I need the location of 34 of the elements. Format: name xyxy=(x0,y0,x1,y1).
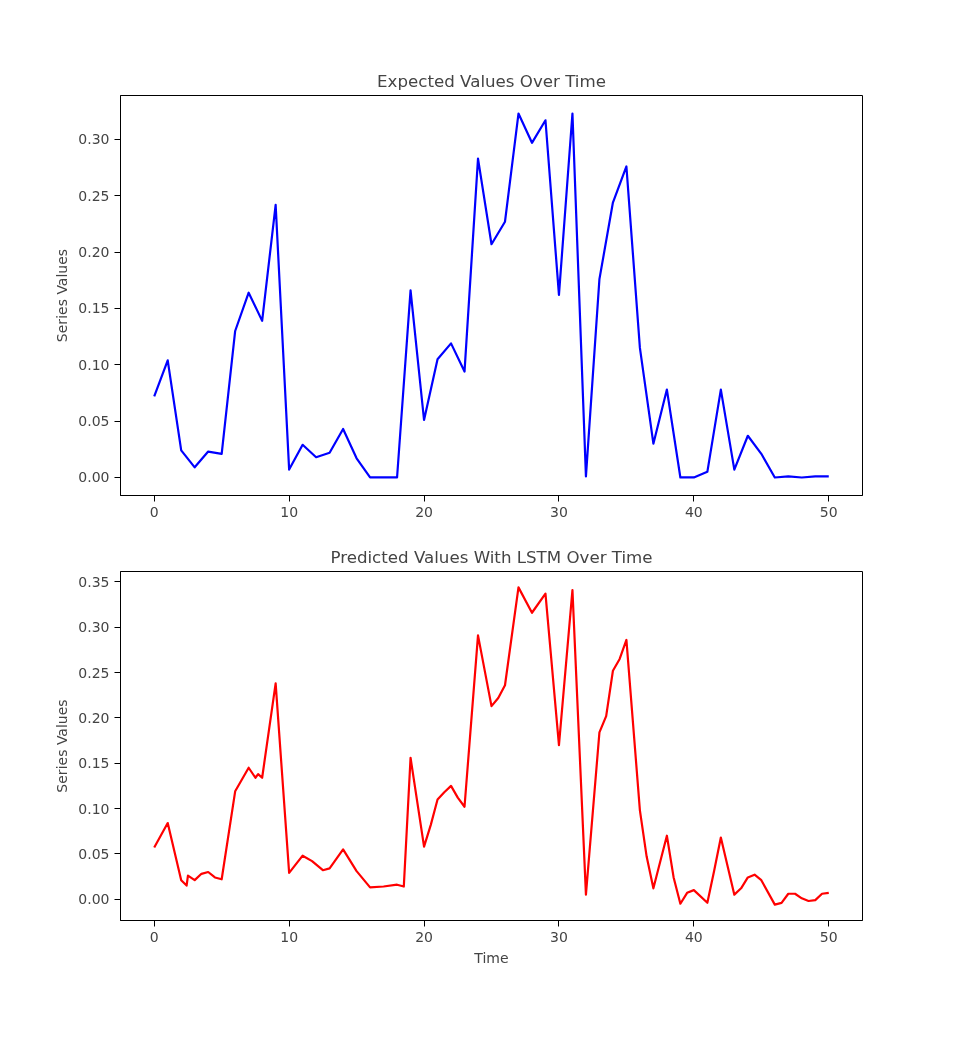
line-series xyxy=(153,112,830,479)
x-tick-label: 30 xyxy=(550,503,568,520)
x-tick-label: 40 xyxy=(684,503,703,520)
x-tick-label: 50 xyxy=(819,928,838,945)
x-tick-label: 0 xyxy=(149,928,159,945)
y-tick-label: 0.30 xyxy=(78,131,110,148)
y-tick-label: 0.05 xyxy=(78,413,110,430)
x-tick-label: 0 xyxy=(149,503,159,520)
x-tick-label: 10 xyxy=(280,928,299,945)
x-tick-label: 30 xyxy=(550,928,568,945)
y-tick-label: 0.25 xyxy=(78,664,110,681)
y-tick-label: 0.00 xyxy=(78,469,110,486)
chart-title: Expected Values Over Time xyxy=(377,71,606,91)
line-series xyxy=(153,586,830,906)
x-tick-label: 10 xyxy=(280,503,299,520)
y-tick-label: 0.10 xyxy=(78,800,110,817)
y-axis-title: Series Values xyxy=(54,248,71,343)
x-tick-label: 20 xyxy=(415,503,433,520)
y-tick-label: 0.20 xyxy=(78,244,110,261)
y-tick-label: 0.20 xyxy=(78,709,110,726)
y-tick-label: 0.15 xyxy=(78,300,110,317)
y-tick-label: 0.05 xyxy=(78,845,110,862)
y-tick-label: 0.10 xyxy=(78,356,110,373)
y-tick-label: 0.25 xyxy=(78,187,110,204)
x-tick-label: 20 xyxy=(415,928,433,945)
chart-title: Predicted Values With LSTM Over Time xyxy=(330,547,653,567)
x-tick-label: 50 xyxy=(819,503,838,520)
x-axis-title: Time xyxy=(473,949,509,966)
y-tick-label: 0.30 xyxy=(78,619,110,636)
y-tick-label: 0.00 xyxy=(78,891,110,908)
y-tick-label: 0.15 xyxy=(78,755,110,772)
y-tick-label: 0.35 xyxy=(78,573,110,590)
y-axis-title: Series Values xyxy=(54,699,71,793)
x-tick-label: 40 xyxy=(684,928,703,945)
